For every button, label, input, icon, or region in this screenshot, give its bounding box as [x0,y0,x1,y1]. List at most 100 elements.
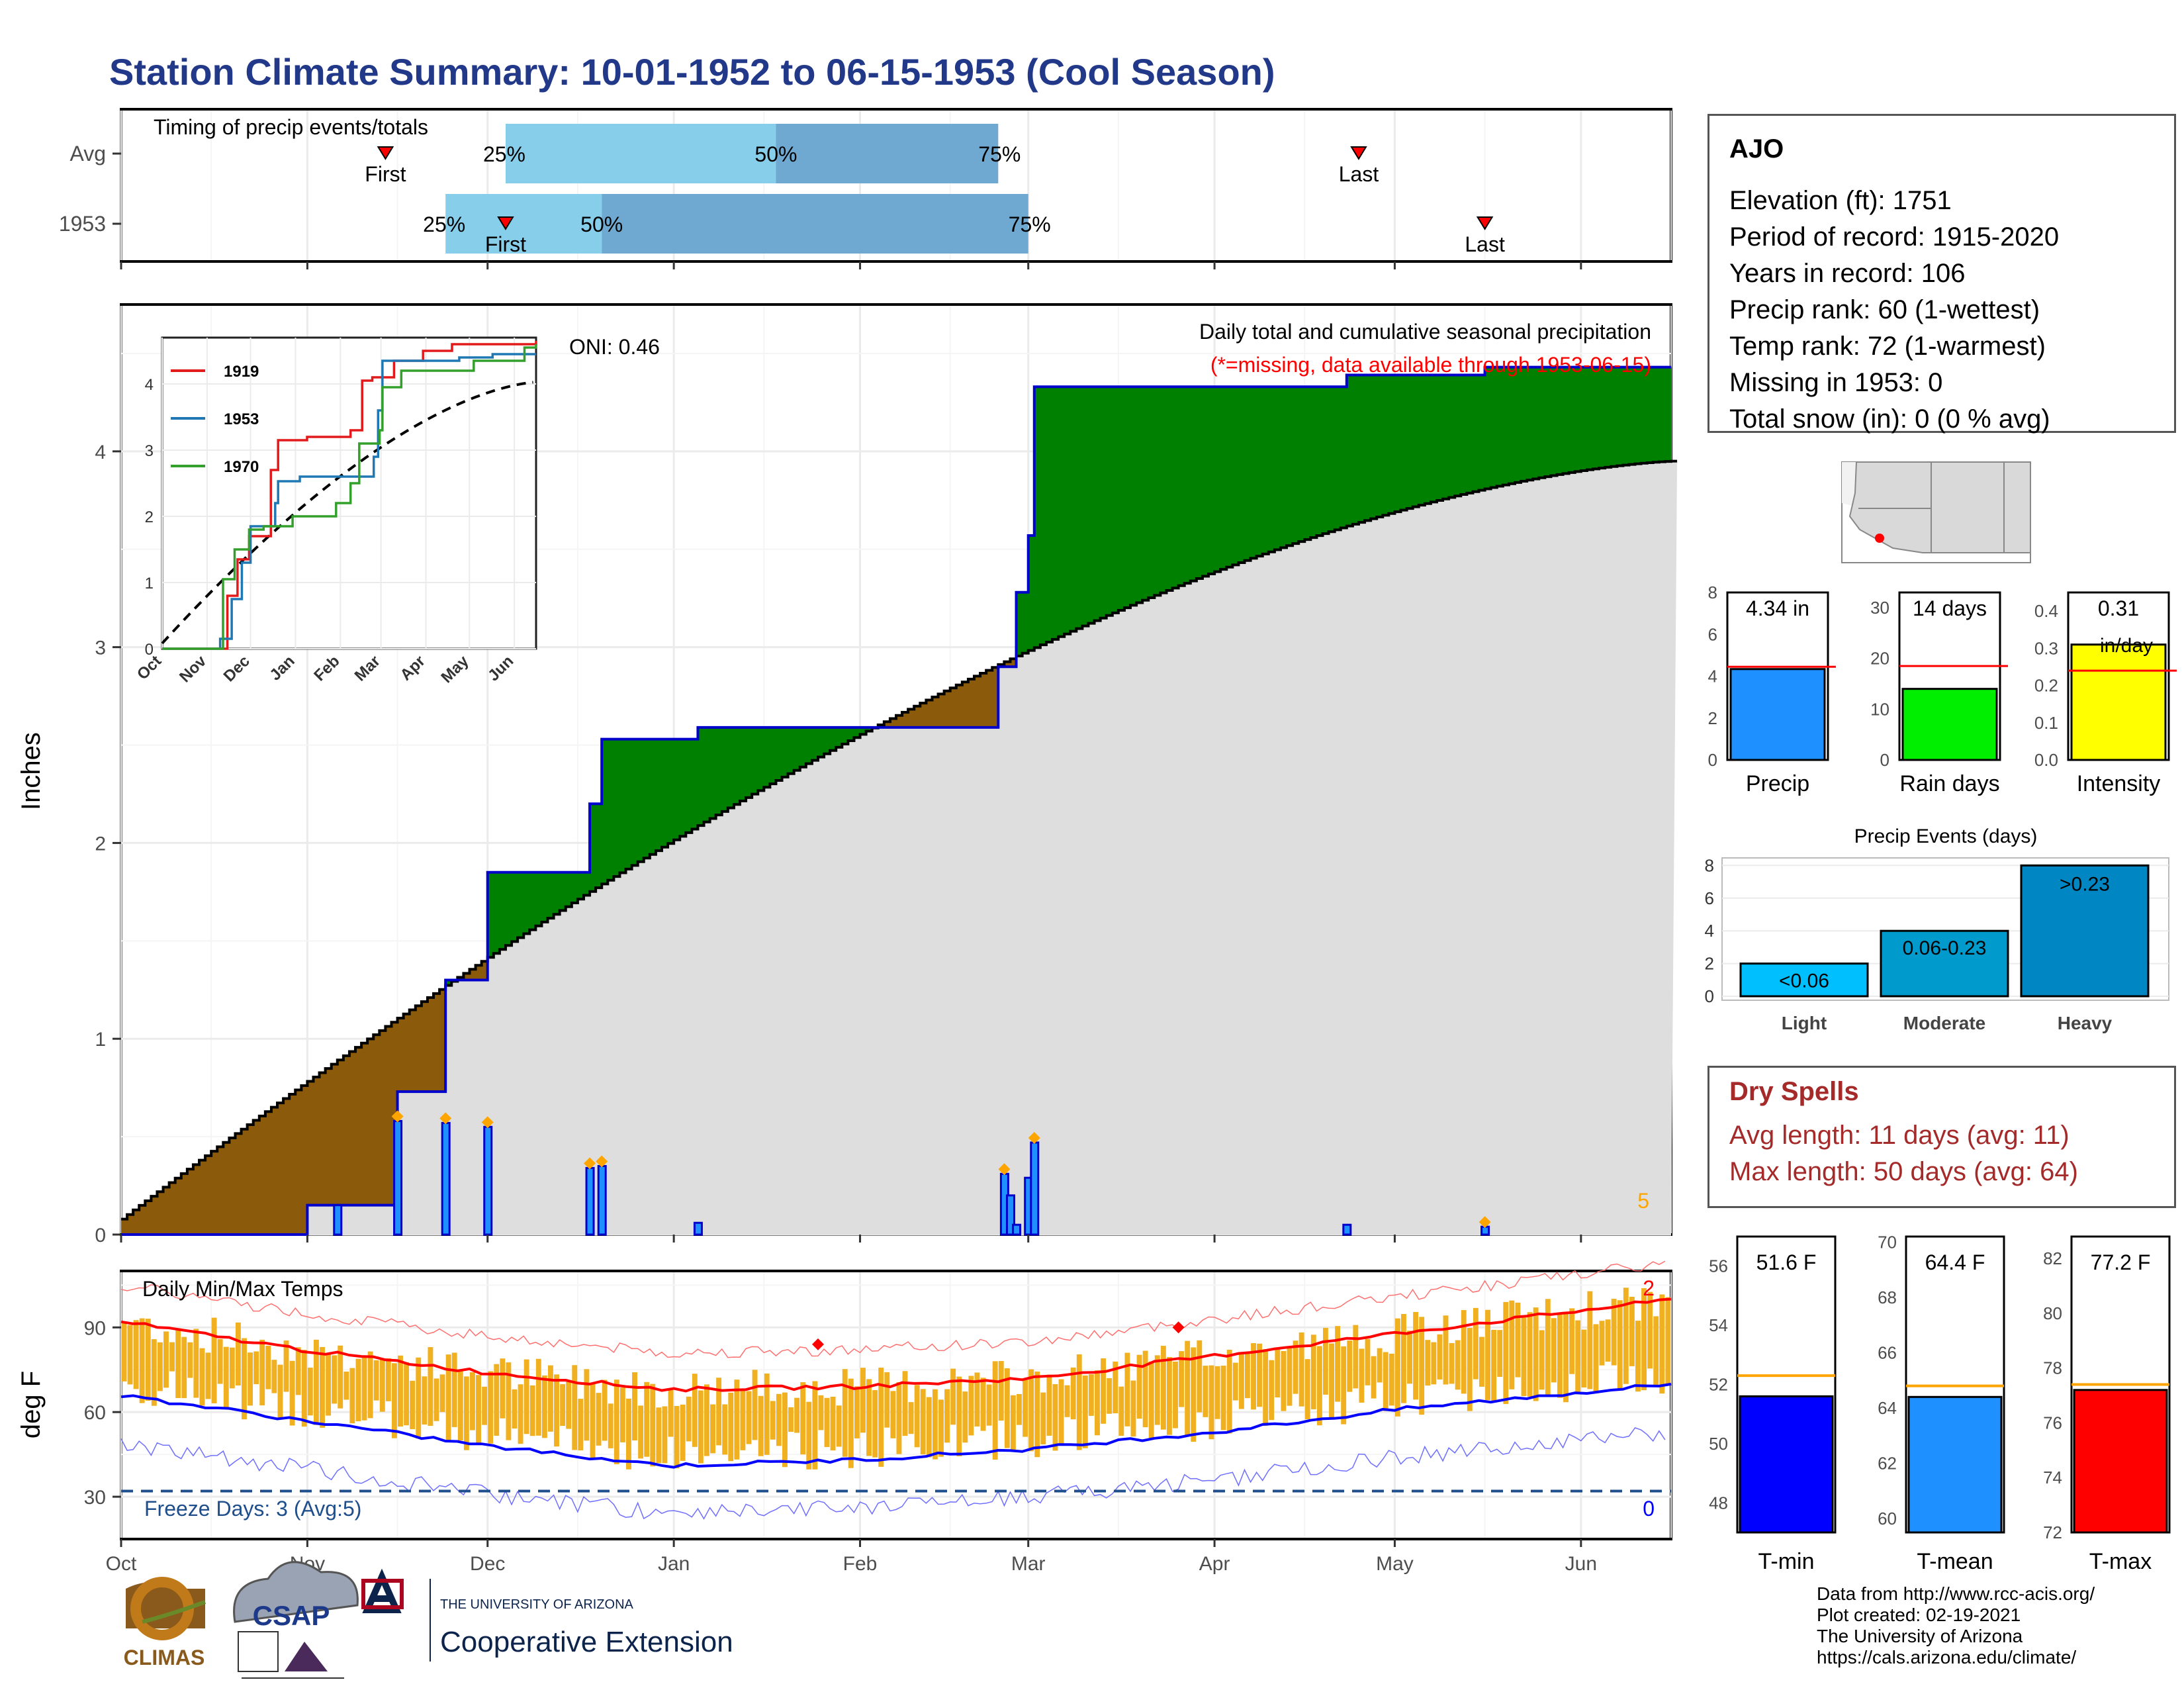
surplus-segment [782,727,789,777]
surplus-segment [1358,375,1365,523]
daily-temp-range [572,1365,578,1450]
mini-label: Rain days [1899,771,1999,796]
station-line: Temp rank: 72 (1-warmest) [1729,332,2046,361]
surplus-segment [1569,367,1576,473]
daily-temp-range [385,1358,391,1401]
events-ytick: 8 [1705,855,1714,875]
p25-label: 25% [483,142,525,166]
deficit-segment [151,1196,158,1235]
surplus-segment [805,727,813,764]
surplus-segment [1238,387,1246,563]
daily-temp-range [121,1322,127,1382]
deficit-segment [403,1013,410,1092]
daily-temp-range [554,1374,559,1447]
daily-temp-range [962,1391,968,1443]
daily-temp-range [974,1372,980,1427]
surplus-segment [1545,367,1552,477]
timing-row-label: Avg [69,142,106,165]
surplus-segment [1250,387,1257,559]
mini-temp-charts: 51.6 F 48 50 52 54 56 T-min 64.4 F 60 62 64 66 68 70 T… [1709,1232,2171,1574]
temp-ylabel: deg F [17,1371,46,1438]
surplus-segment [637,739,645,862]
surplus-segment [577,872,584,900]
surplus-segment [1064,387,1071,634]
daily-temp-range [277,1364,283,1419]
surplus-segment [1160,387,1167,593]
deficit-segment [367,1039,374,1205]
daily-temp-range [1503,1301,1509,1404]
daily-temp-range [566,1382,572,1429]
surplus-segment [686,739,692,833]
daily-temp-range [313,1339,319,1425]
mini-ytick: 4 [1708,667,1717,686]
daily-temp-range [1509,1300,1515,1389]
deficit-segment [319,1072,326,1205]
daily-temp-range [722,1404,728,1455]
temp-ytick: 90 [84,1317,106,1339]
surplus-segment [553,872,561,915]
surplus-segment [1142,387,1149,600]
daily-temp-range [1293,1340,1298,1394]
deficit-segment [974,676,981,727]
daily-temp-range [1341,1346,1347,1425]
surplus-segment [1430,375,1437,502]
event-category: Heavy [2058,1013,2113,1033]
mini-temp-ytick: 68 [1878,1288,1897,1307]
daily-temp-range [169,1342,175,1372]
deficit-segment [157,1192,164,1235]
deficit-segment [962,682,969,727]
daily-temp-range [614,1380,619,1464]
daily-temp-range [788,1407,794,1432]
dry-spells-title: Dry Spells [1729,1077,1859,1106]
surplus-segment [866,727,873,731]
precip-ytick: 2 [95,833,106,855]
surplus-segment [692,739,699,829]
daily-temp-range [866,1379,872,1456]
surplus-segment [1521,367,1527,481]
dry-spells-box: Dry Spells Avg length: 11 days (avg: 11)… [1707,1066,2176,1208]
mini-temp-ytick: 60 [1878,1509,1897,1528]
surplus-segment [1599,367,1606,469]
daily-temp-range [1070,1367,1076,1420]
daily-temp-range [1635,1321,1641,1392]
surplus-segment [1202,387,1209,577]
daily-temp-range [548,1365,553,1432]
surplus-segment [794,727,801,771]
deficit-segment [463,973,471,980]
surplus-segment [1256,387,1263,557]
event-bar-label: 0.06-0.23 [1903,937,1987,959]
surplus-segment [571,872,578,903]
surplus-segment [1040,387,1047,645]
daily-temp-range [457,1369,463,1441]
surplus-segment [1659,367,1666,462]
deficit-segment [433,993,440,1092]
deficit-segment [427,997,434,1092]
daily-temp-range [1166,1357,1172,1435]
daily-temp-range [950,1368,956,1425]
deficit-segment [295,1090,302,1235]
mini-temp-ytick: 48 [1709,1493,1728,1513]
surplus-segment [1244,387,1251,561]
daily-temp-range [1563,1313,1569,1403]
climatology-line [121,459,1678,1221]
csap-logo: CSAP [233,1561,359,1679]
surplus-segment [1467,375,1474,493]
p75-label: 75% [1009,212,1051,236]
deficit-segment [457,977,465,980]
daily-temp-range [656,1407,662,1464]
daily-precip-bar [1480,1225,1490,1236]
daily-precip-bar [585,1166,595,1236]
surplus-segment [1443,375,1449,499]
daily-temp-range [529,1385,535,1436]
daily-temp-range [1214,1366,1220,1419]
daily-temp-range [1064,1385,1070,1417]
surplus-segment [739,727,747,802]
daily-temp-range [1203,1366,1208,1417]
daily-temp-range [163,1331,169,1388]
mini-value: 0.31 [2098,596,2139,620]
daily-temp-range [259,1339,265,1406]
credit-line: The University of Arizona [1817,1626,2023,1646]
daily-temp-range [253,1351,259,1385]
daily-temp-range [187,1342,193,1378]
